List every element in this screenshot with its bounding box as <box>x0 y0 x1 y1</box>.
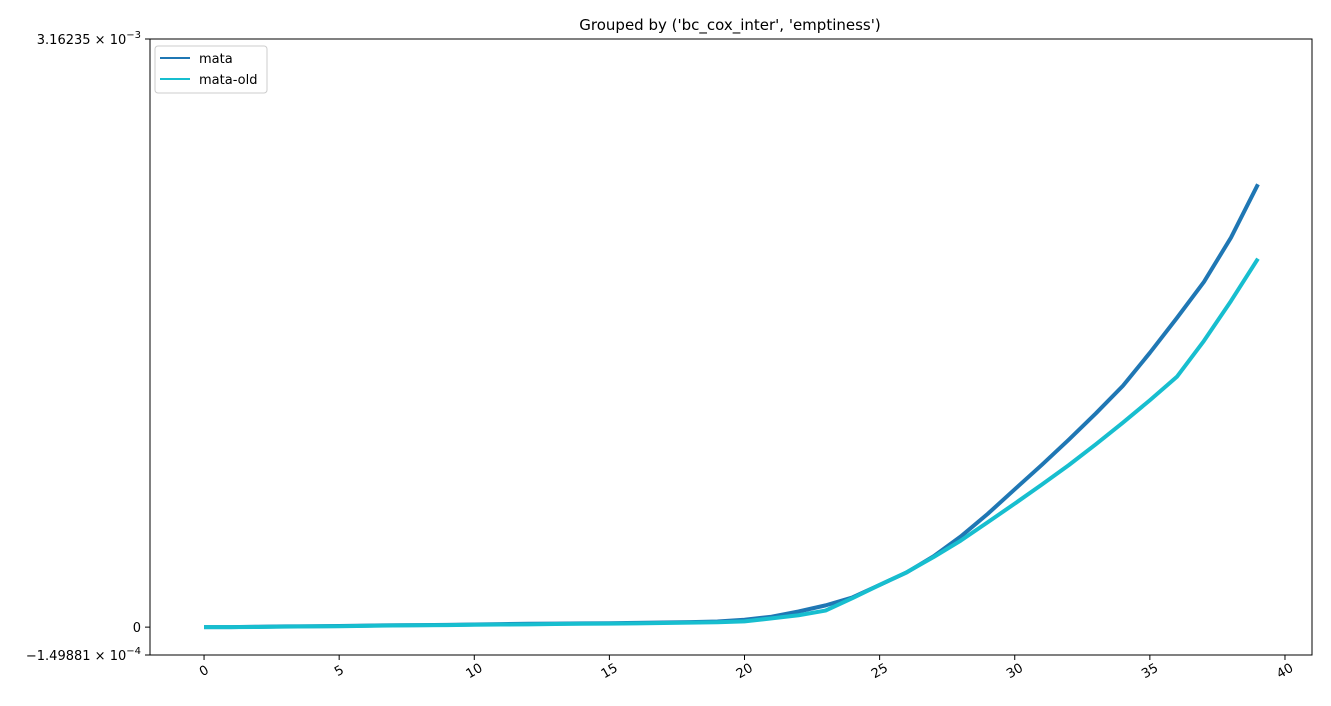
y-axis: −1.49881 × 10−4 0 3.16235 × 10−3 <box>26 30 150 664</box>
x-tick-label: 10 <box>464 661 486 682</box>
series-line-mata-old <box>204 257 1260 630</box>
x-tick-label: 30 <box>1004 661 1026 682</box>
x-tick-label: 35 <box>1139 661 1161 682</box>
x-axis: 0 5 10 15 20 25 30 35 40 <box>197 655 1296 682</box>
y-tick-label: 0 <box>133 621 141 636</box>
series-layer <box>204 183 1260 630</box>
y-tick-label: 3.16235 × 10−3 <box>37 30 141 48</box>
x-tick-label: 40 <box>1274 661 1296 682</box>
legend-label-mata-old: mata-old <box>199 73 257 88</box>
x-tick-label: 25 <box>869 661 891 682</box>
plot-frame <box>149 38 1313 656</box>
legend-label-mata: mata <box>199 52 233 67</box>
x-tick-label: 20 <box>734 661 756 682</box>
x-tick-label: 15 <box>599 661 621 682</box>
legend[interactable]: mata mata-old <box>154 45 268 94</box>
y-tick-label: −1.49881 × 10−4 <box>26 646 141 664</box>
chart-title: Grouped by ('bc_cox_inter', 'emptiness') <box>579 16 880 35</box>
